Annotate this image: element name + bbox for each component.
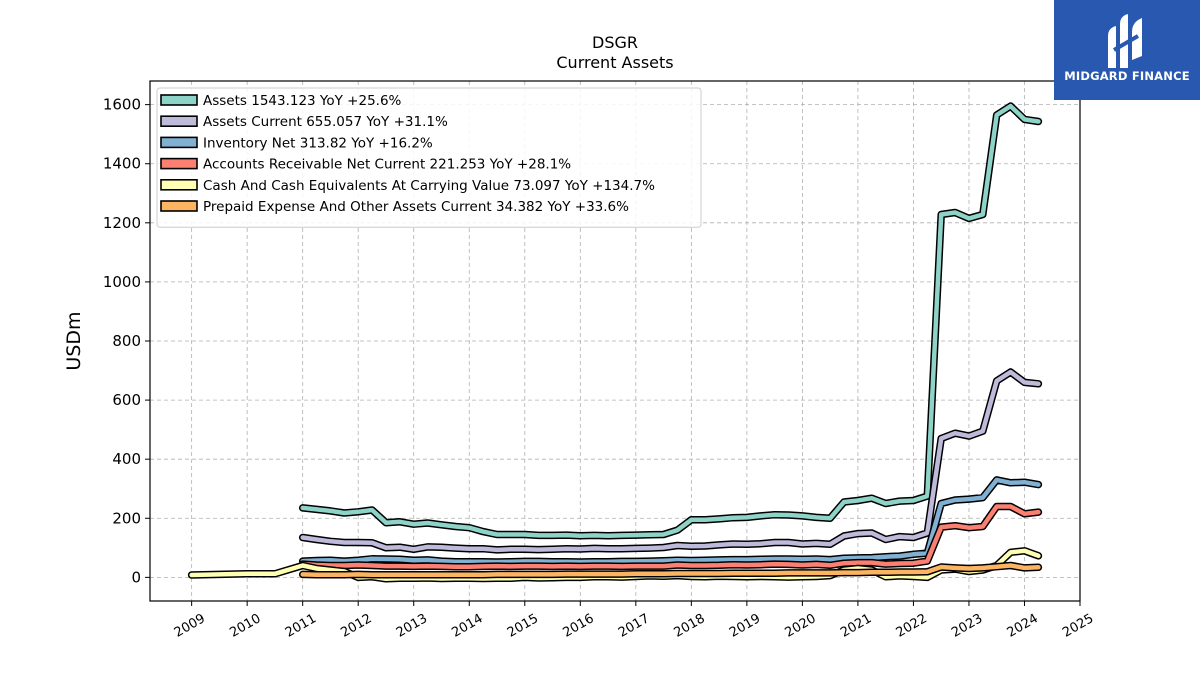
y-tick-label: 800 (112, 332, 141, 350)
x-tick-label: 2025 (1060, 611, 1096, 641)
x-tick-label: 2016 (560, 611, 596, 641)
legend-label-3: Accounts Receivable Net Current 221.253 … (203, 157, 571, 173)
x-tick-label: 2023 (949, 611, 985, 641)
x-tick-label: 2017 (616, 611, 652, 641)
chart-subtitle: Current Assets (556, 53, 673, 72)
series-line-5 (300, 563, 1041, 577)
brand-name: MIDGARD FINANCE (1064, 69, 1190, 83)
x-tick-label: 2011 (283, 611, 319, 641)
x-tick-label: 2022 (894, 611, 930, 641)
y-tick-label: 400 (112, 450, 141, 468)
series-line-1 (300, 369, 1041, 553)
y-tick-label: 0 (131, 568, 141, 586)
logo-mark-icon (1108, 14, 1142, 68)
series-layer (187, 102, 1043, 583)
y-tick-label: 1600 (103, 96, 141, 114)
legend: Assets 1543.123 YoY +25.6% Assets Current… (156, 87, 702, 228)
legend-box (156, 87, 702, 228)
y-axis-label: USDm (63, 311, 85, 370)
legend-label-0: Assets 1543.123 YoY +25.6% (203, 93, 402, 109)
legend-swatch-3 (160, 157, 198, 170)
y-axis: 0 200 400 600 800 1000 1200 1400 1600 (103, 96, 150, 586)
y-tick-label: 1000 (103, 273, 141, 291)
legend-swatch-2 (160, 136, 198, 149)
x-tick-label: 2009 (172, 611, 208, 641)
brand-logo: MIDGARD FINANCE (1054, 0, 1200, 100)
y-tick-label: 200 (112, 509, 141, 527)
legend-swatch-0 (160, 94, 198, 106)
x-tick-label: 2018 (672, 611, 708, 641)
series-line-0 (300, 103, 1041, 538)
legend-label-4: Cash And Cash Equivalents At Carrying Va… (203, 178, 655, 194)
x-tick-label: 2010 (227, 611, 263, 641)
x-tick-label: 2012 (338, 611, 374, 641)
x-tick-label: 2024 (1005, 611, 1041, 641)
x-tick-label: 2019 (727, 611, 763, 641)
legend-swatch-4 (160, 179, 198, 191)
x-tick-label: 2020 (783, 611, 819, 641)
series-line-2 (300, 477, 1041, 565)
y-tick-label: 1400 (103, 155, 141, 173)
legend-label-2: Inventory Net 313.82 YoY +16.2% (203, 135, 433, 151)
series-line-3 (300, 504, 1041, 569)
y-tick-label: 1200 (103, 214, 141, 232)
x-tick-label: 2021 (838, 611, 874, 641)
y-tick-label: 600 (112, 391, 141, 409)
legend-label-1: Assets Current 655.057 YoY +31.1% (203, 114, 448, 130)
x-tick-label: 2014 (449, 611, 485, 641)
chart-title: DSGR (592, 33, 638, 52)
legend-swatch-1 (160, 115, 198, 127)
x-axis: 2009 2010 2011 2012 2013 2014 2015 2016 2017 2018… (172, 601, 1096, 641)
x-tick-label: 2015 (505, 611, 541, 641)
legend-label-5: Prepaid Expense And Other Assets Current… (203, 199, 629, 215)
x-tick-label: 2013 (394, 611, 430, 641)
legend-swatch-5 (160, 200, 198, 212)
